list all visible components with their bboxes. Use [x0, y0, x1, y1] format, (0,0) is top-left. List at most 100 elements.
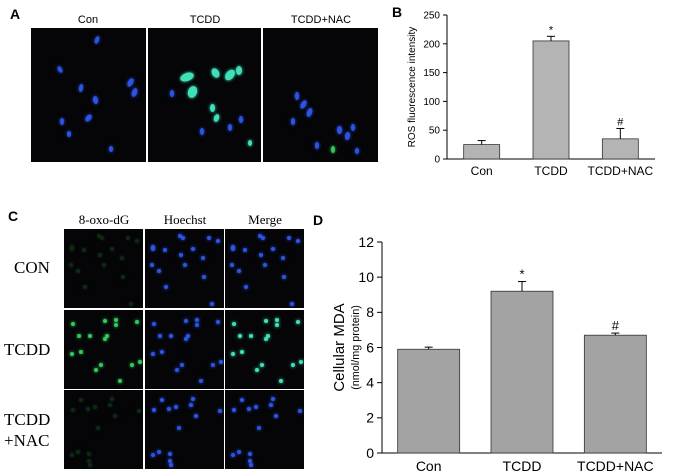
panel-c-image-con-merge: [225, 229, 304, 308]
cell-nucleus: [256, 426, 261, 431]
bar-con: [397, 348, 461, 454]
cell-nucleus: [270, 246, 275, 251]
cell-nucleus: [215, 239, 220, 244]
cell-nucleus: [174, 368, 179, 373]
cell-nucleus: [71, 321, 75, 326]
cell-nucleus: [93, 35, 101, 45]
cell-nucleus: [169, 333, 174, 338]
cell-nucleus: [98, 253, 103, 258]
cell-nucleus: [177, 233, 182, 238]
cell-nucleus: [81, 248, 86, 253]
bar-tcdd-nac: [583, 334, 647, 454]
cell-nucleus: [56, 65, 64, 74]
cell-nucleus: [167, 406, 172, 411]
y-tick-label: 0: [366, 445, 374, 461]
cell-nucleus: [298, 359, 303, 364]
panel-a-col-tcdd: TCDD: [189, 14, 221, 26]
cell-nucleus: [87, 458, 92, 463]
cell-nucleus: [209, 301, 214, 306]
panel-c-col-8oxodg: 8-oxo-dG: [78, 212, 130, 227]
cell-nucleus: [60, 118, 64, 125]
cell-nucleus: [152, 321, 156, 326]
cell-nucleus: [295, 92, 299, 100]
cell-nucleus: [96, 233, 101, 238]
cell-nucleus: [254, 368, 259, 373]
cell-nucleus: [84, 113, 93, 123]
cell-nucleus: [93, 368, 98, 373]
y-tick-label: 0: [434, 155, 440, 166]
cell-nucleus: [291, 118, 295, 125]
cell-nucleus: [281, 256, 286, 261]
panel-c-row-tcdd-nac: TCDD +NAC: [4, 409, 50, 451]
cell-nucleus: [168, 462, 173, 467]
cell-nucleus: [137, 409, 142, 414]
cell-nucleus: [247, 451, 252, 456]
x-tick-label: TCDD+NAC: [577, 458, 654, 474]
cell-nucleus: [351, 124, 355, 131]
cell-nucleus: [100, 235, 104, 240]
cell-nucleus: [134, 239, 139, 244]
cell-nucleus: [231, 247, 236, 252]
cell-nucleus: [86, 451, 91, 456]
bar-tcdd-nac: [601, 138, 639, 160]
cell-nucleus: [248, 140, 252, 146]
panel-c-image-tcdd-hoechst: [145, 310, 224, 389]
cell-nucleus: [232, 321, 236, 326]
bar-tcdd: [490, 290, 554, 454]
cell-nucleus: [125, 236, 130, 241]
cell-nucleus: [78, 350, 83, 354]
cell-nucleus: [93, 404, 98, 409]
cell-nucleus: [236, 450, 241, 455]
cell-nucleus: [274, 317, 279, 322]
panel-a-col-con: Con: [77, 14, 99, 26]
cell-nucleus: [107, 403, 112, 408]
cell-nucleus: [229, 262, 234, 267]
cell-nucleus: [262, 262, 267, 267]
cell-nucleus: [156, 450, 161, 455]
cell-nucleus: [109, 146, 113, 152]
cell-nucleus: [223, 67, 237, 83]
cell-nucleus: [295, 320, 300, 325]
panel-d-chart: 0 2 4 6 8 10 12 Con * TCDD # TCDD+NAC Cellular MDA (n…: [331, 234, 662, 474]
cell-nucleus: [337, 126, 342, 134]
cell-nucleus: [182, 262, 187, 267]
row-line: TCDD: [4, 410, 51, 429]
cell-nucleus: [218, 359, 223, 364]
cell-nucleus: [298, 409, 303, 414]
cell-nucleus: [210, 104, 215, 112]
cell-nucleus: [299, 99, 308, 110]
cell-nucleus: [76, 269, 81, 273]
cell-nucleus: [259, 253, 264, 258]
cell-nucleus: [239, 116, 243, 123]
cell-nucleus: [157, 269, 162, 273]
cell-nucleus: [86, 406, 91, 411]
cell-nucleus: [167, 451, 172, 456]
cell-nucleus: [70, 407, 75, 412]
cell-nucleus: [150, 352, 155, 357]
significance-marker: #: [612, 318, 620, 333]
cell-nucleus: [295, 239, 300, 244]
cell-nucleus: [239, 398, 244, 403]
cell-nucleus: [126, 77, 135, 88]
cell-nucleus: [149, 262, 154, 267]
cell-nucleus: [78, 83, 84, 93]
panel-b-chart: 0 50 100 150 200 250 Con * TCDD # TCDD+NAC ROS fluo…: [407, 11, 655, 178]
x-tick-label: TCDD+NAC: [587, 164, 653, 178]
y-axis-label: ROS fluorescence intensity: [407, 27, 418, 148]
cell-nucleus: [210, 363, 215, 368]
cell-nucleus: [199, 378, 204, 383]
cell-nucleus: [195, 322, 200, 327]
cell-nucleus: [103, 318, 107, 323]
cell-nucleus: [215, 320, 220, 325]
cell-nucleus: [162, 248, 167, 253]
cell-nucleus: [159, 398, 164, 403]
cell-nucleus: [137, 359, 142, 364]
cell-nucleus: [270, 397, 275, 402]
cell-nucleus: [114, 322, 119, 327]
y-tick-label: 12: [358, 234, 374, 250]
cell-nucleus: [282, 274, 287, 279]
cell-nucleus: [249, 333, 254, 338]
cell-nucleus: [75, 450, 80, 455]
cell-nucleus: [355, 148, 359, 154]
cell-nucleus: [209, 66, 222, 80]
